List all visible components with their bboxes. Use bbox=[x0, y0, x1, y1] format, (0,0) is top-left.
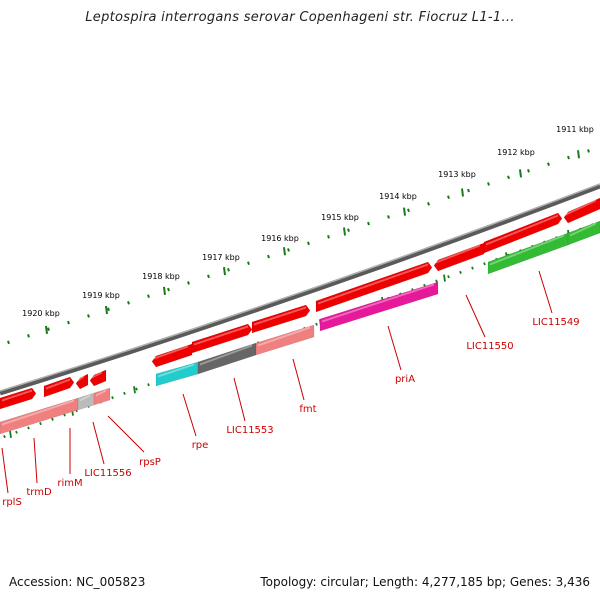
gene-features bbox=[0, 197, 600, 435]
accession-text: Accession: NC_005823 bbox=[9, 575, 146, 589]
scale-label: 1919 kbp bbox=[82, 291, 120, 300]
gene-feature bbox=[483, 212, 563, 254]
gene-feature bbox=[255, 324, 315, 356]
gene-label: LIC11553 bbox=[226, 425, 273, 436]
gene-feature bbox=[191, 323, 253, 354]
gene-label: trmD bbox=[26, 487, 52, 498]
genome-title: Leptospira interrogans serovar Copenhage… bbox=[85, 10, 515, 25]
gene-label: LIC11549 bbox=[532, 317, 579, 328]
scale-label: 1912 kbp bbox=[497, 148, 535, 157]
genome-summary: Topology: circular; Length: 4,277,185 bp… bbox=[260, 575, 590, 589]
scale-label: 1914 kbp bbox=[379, 192, 417, 201]
scale-label: 1911 kbp bbox=[556, 125, 594, 134]
scale-label: 1916 kbp bbox=[261, 234, 299, 243]
gene-feature bbox=[563, 197, 600, 224]
scale-labels: 1911 kbp 1912 kbp 1913 kbp 1914 kbp 1915 kbp… bbox=[22, 125, 594, 318]
gene-feature bbox=[77, 392, 95, 411]
gene-label: LIC11556 bbox=[84, 468, 131, 479]
gene-label: priA bbox=[395, 374, 415, 385]
gene-feature bbox=[319, 281, 439, 332]
gene-label: rpsP bbox=[139, 457, 161, 468]
scale-label: 1915 kbp bbox=[321, 213, 359, 222]
scale-label: 1913 kbp bbox=[438, 170, 476, 179]
gene-feature bbox=[43, 376, 75, 398]
gene-feature bbox=[75, 373, 89, 390]
gene-feature bbox=[567, 220, 600, 246]
gene-feature bbox=[89, 369, 107, 387]
gene-feature bbox=[151, 343, 193, 368]
gene-feature bbox=[0, 387, 37, 410]
gene-labels: LIC11549 LIC11550 priA fmt LIC11553 rpe rpsP LI… bbox=[2, 317, 579, 508]
gene-label: rimM bbox=[57, 478, 82, 489]
scale-label: 1917 kbp bbox=[202, 253, 240, 262]
backbone bbox=[0, 183, 600, 396]
gene-label: rpe bbox=[192, 440, 209, 451]
gene-label: LIC11550 bbox=[466, 341, 513, 352]
gene-feature bbox=[93, 387, 111, 406]
gene-label: rplS bbox=[2, 497, 22, 508]
gene-feature bbox=[433, 242, 485, 272]
gene-feature bbox=[251, 304, 311, 334]
scale-label: 1920 kbp bbox=[22, 309, 60, 318]
scale-ticks bbox=[7, 149, 590, 345]
gene-label: fmt bbox=[299, 404, 316, 415]
label-leader-lines bbox=[1, 270, 553, 494]
gene-feature bbox=[315, 261, 433, 313]
scale-label: 1918 kbp bbox=[142, 272, 180, 281]
